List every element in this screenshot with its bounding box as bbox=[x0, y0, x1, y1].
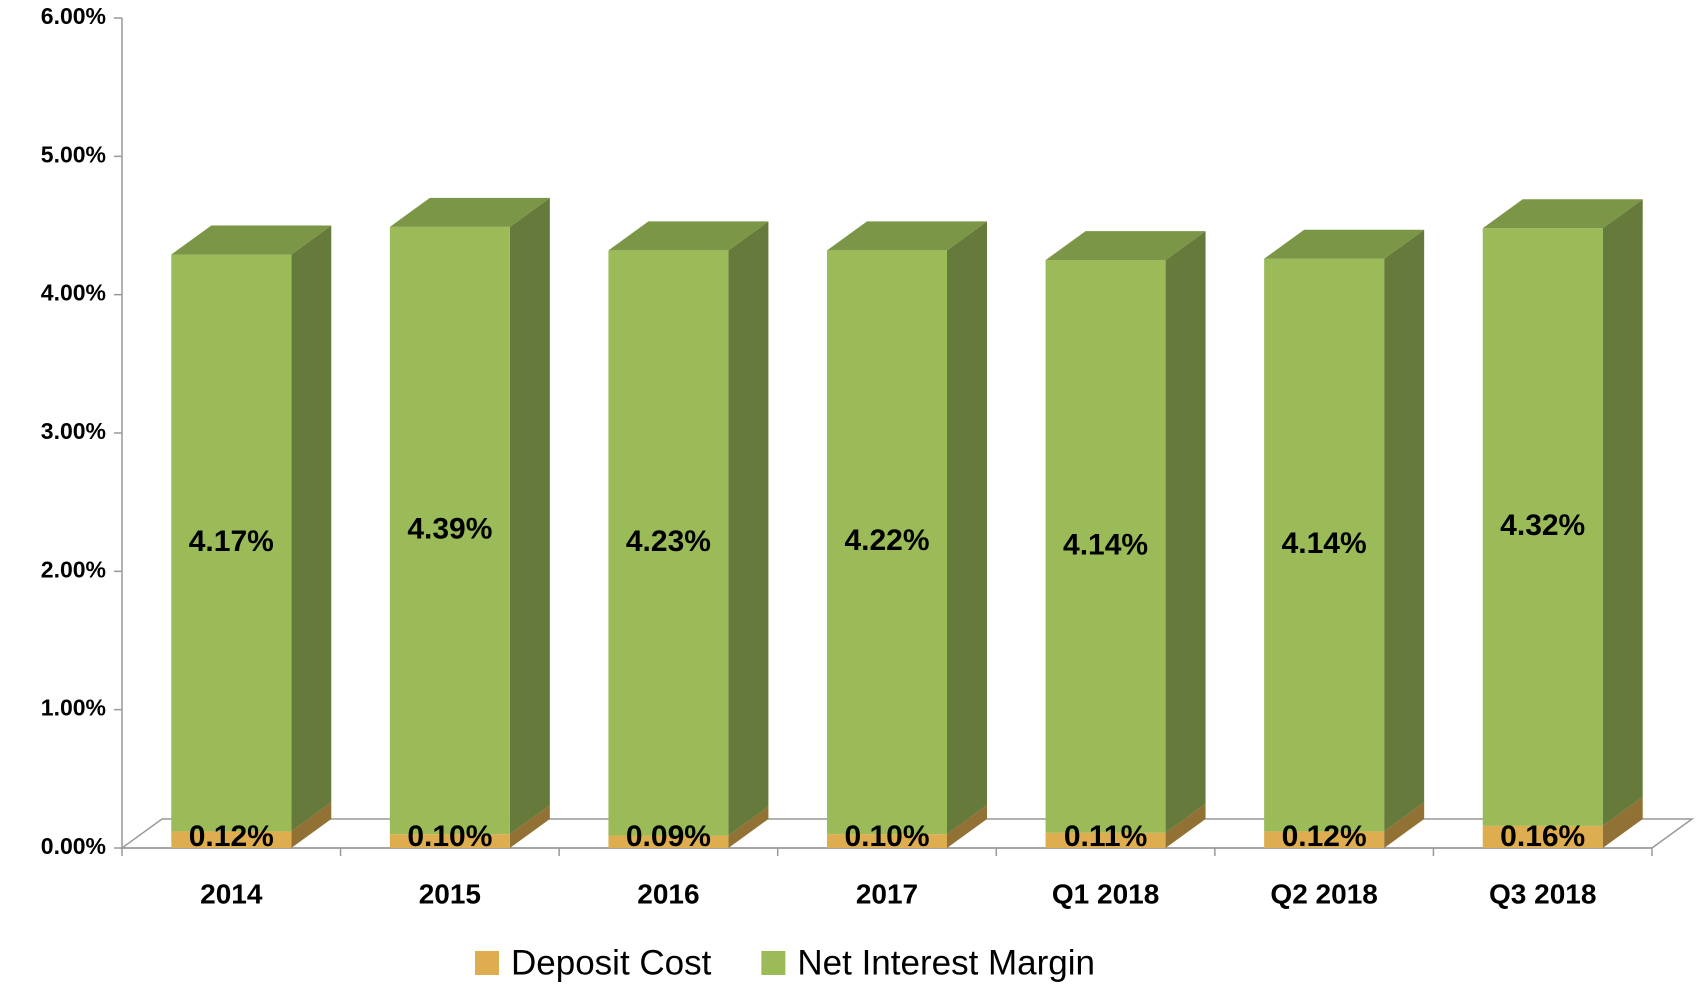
y-tick-label: 4.00% bbox=[41, 280, 106, 306]
data-label: 0.12% bbox=[189, 820, 274, 853]
bar-top bbox=[1482, 199, 1643, 229]
bar-side bbox=[509, 805, 550, 848]
bar bbox=[827, 834, 947, 848]
bar-side bbox=[947, 805, 987, 848]
bar-side bbox=[291, 225, 332, 832]
bar bbox=[171, 831, 292, 848]
data-label: 0.10% bbox=[407, 820, 492, 853]
data-label: 4.39% bbox=[407, 512, 492, 545]
data-label: 0.16% bbox=[1500, 820, 1585, 853]
bar-top bbox=[1264, 229, 1425, 259]
bar bbox=[1045, 260, 1166, 833]
data-label: 0.09% bbox=[626, 820, 711, 853]
bar-top bbox=[1045, 231, 1206, 261]
bar bbox=[389, 226, 510, 835]
bar bbox=[1264, 258, 1385, 832]
bar-side bbox=[728, 221, 769, 836]
x-tick-label: 2014 bbox=[200, 878, 263, 909]
bar-top bbox=[171, 225, 332, 255]
data-label: 0.10% bbox=[844, 820, 929, 853]
bar-side bbox=[947, 221, 987, 835]
data-label: 4.23% bbox=[626, 525, 711, 558]
data-label: 0.11% bbox=[1064, 820, 1147, 853]
bar bbox=[171, 254, 292, 832]
bar-side bbox=[1384, 229, 1425, 832]
data-label: 4.14% bbox=[1063, 528, 1148, 561]
bar bbox=[1264, 831, 1385, 848]
x-tick-label: Q2 2018 bbox=[1270, 878, 1377, 909]
legend-swatch bbox=[761, 951, 786, 975]
bar bbox=[1482, 825, 1603, 848]
bar-side bbox=[1165, 803, 1206, 848]
bar-side bbox=[1602, 796, 1643, 848]
data-label: 4.14% bbox=[1282, 527, 1367, 560]
bar-side bbox=[1165, 231, 1206, 833]
y-tick-label: 1.00% bbox=[41, 695, 106, 721]
y-tick-label: 3.00% bbox=[41, 418, 106, 444]
legend-swatch bbox=[475, 951, 499, 975]
bar-side bbox=[291, 802, 332, 848]
bar bbox=[608, 250, 729, 836]
y-tick-label: 5.00% bbox=[41, 141, 106, 167]
legend-label: Deposit Cost bbox=[511, 943, 712, 982]
legend-label: Net Interest Margin bbox=[797, 943, 1095, 982]
data-label: 4.32% bbox=[1500, 509, 1585, 542]
bar-side bbox=[1602, 199, 1643, 826]
bar-top bbox=[389, 197, 550, 227]
bar bbox=[1482, 228, 1603, 826]
x-tick-label: Q3 2018 bbox=[1489, 878, 1596, 909]
x-tick-label: 2017 bbox=[856, 878, 918, 909]
bar-top bbox=[827, 221, 987, 251]
bar-side bbox=[1384, 802, 1425, 848]
bar-side bbox=[509, 197, 550, 835]
bar bbox=[827, 250, 947, 835]
y-tick-label: 6.00% bbox=[41, 3, 106, 29]
data-label: 0.12% bbox=[1282, 820, 1367, 853]
x-tick-label: 2016 bbox=[637, 878, 699, 909]
y-tick-label: 2.00% bbox=[41, 556, 106, 582]
x-tick-label: 2015 bbox=[419, 878, 481, 909]
bar bbox=[1045, 832, 1166, 848]
bar-side bbox=[728, 806, 769, 848]
x-tick-label: Q1 2018 bbox=[1052, 878, 1159, 909]
y-tick-label: 0.00% bbox=[41, 833, 106, 859]
bar bbox=[608, 835, 729, 848]
data-label: 4.17% bbox=[189, 525, 274, 558]
bar-top bbox=[608, 221, 769, 251]
data-label: 4.22% bbox=[844, 524, 929, 557]
bar bbox=[389, 834, 510, 848]
